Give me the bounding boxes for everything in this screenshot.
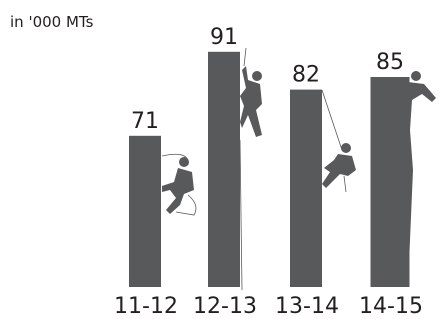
bars <box>129 52 410 287</box>
climber <box>162 154 196 215</box>
value-label: 85 <box>376 50 404 75</box>
x-tick-label: 13-14 <box>275 294 339 319</box>
value-label: 91 <box>210 25 238 50</box>
bar <box>371 77 410 287</box>
climber <box>322 90 356 192</box>
x-tick-label: 14-15 <box>359 294 423 319</box>
value-label: 71 <box>131 109 159 134</box>
climber <box>240 48 262 290</box>
climber <box>404 71 436 287</box>
bar <box>290 90 322 287</box>
x-tick-label: 11-12 <box>114 294 178 319</box>
chart-title: in '000 MTs <box>10 13 94 31</box>
x-tick-label: 12-13 <box>193 294 257 319</box>
chart: in '000 MTs 71 11-12 91 12-13 82 13-14 85 14-15 <box>0 0 439 319</box>
value-label: 82 <box>292 63 320 88</box>
bar <box>129 136 161 287</box>
bar <box>208 52 240 287</box>
